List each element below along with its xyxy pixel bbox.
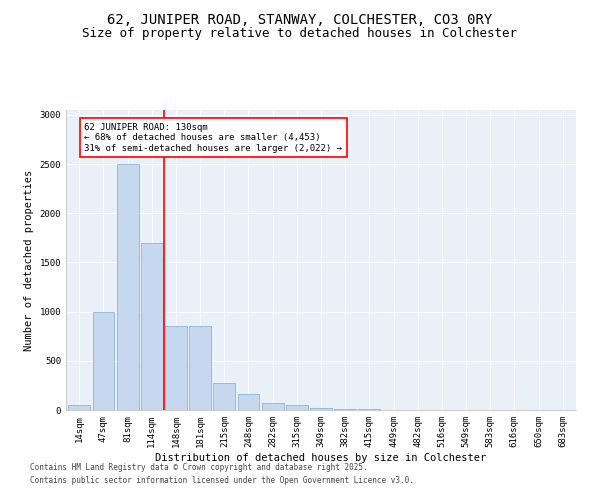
Bar [214, 384, 235, 410]
Bar [92, 312, 115, 410]
Bar [141, 243, 163, 410]
Text: Contains HM Land Registry data © Crown copyright and database right 2025.: Contains HM Land Registry data © Crown c… [30, 464, 368, 472]
Text: 62, JUNIPER ROAD, STANWAY, COLCHESTER, CO3 0RY: 62, JUNIPER ROAD, STANWAY, COLCHESTER, C… [107, 12, 493, 26]
Text: Size of property relative to detached houses in Colchester: Size of property relative to detached ho… [83, 28, 517, 40]
Bar [310, 408, 332, 410]
Y-axis label: Number of detached properties: Number of detached properties [24, 170, 34, 350]
Text: Contains public sector information licensed under the Open Government Licence v3: Contains public sector information licen… [30, 476, 414, 485]
Bar [238, 394, 259, 410]
Bar [68, 404, 90, 410]
Bar [189, 326, 211, 410]
X-axis label: Distribution of detached houses by size in Colchester: Distribution of detached houses by size … [155, 452, 487, 462]
Bar [117, 164, 139, 410]
Bar [262, 403, 284, 410]
Bar [334, 408, 356, 410]
Bar [286, 405, 308, 410]
Bar [165, 326, 187, 410]
Bar [358, 409, 380, 410]
Text: 62 JUNIPER ROAD: 130sqm
← 68% of detached houses are smaller (4,453)
31% of semi: 62 JUNIPER ROAD: 130sqm ← 68% of detache… [84, 123, 342, 152]
